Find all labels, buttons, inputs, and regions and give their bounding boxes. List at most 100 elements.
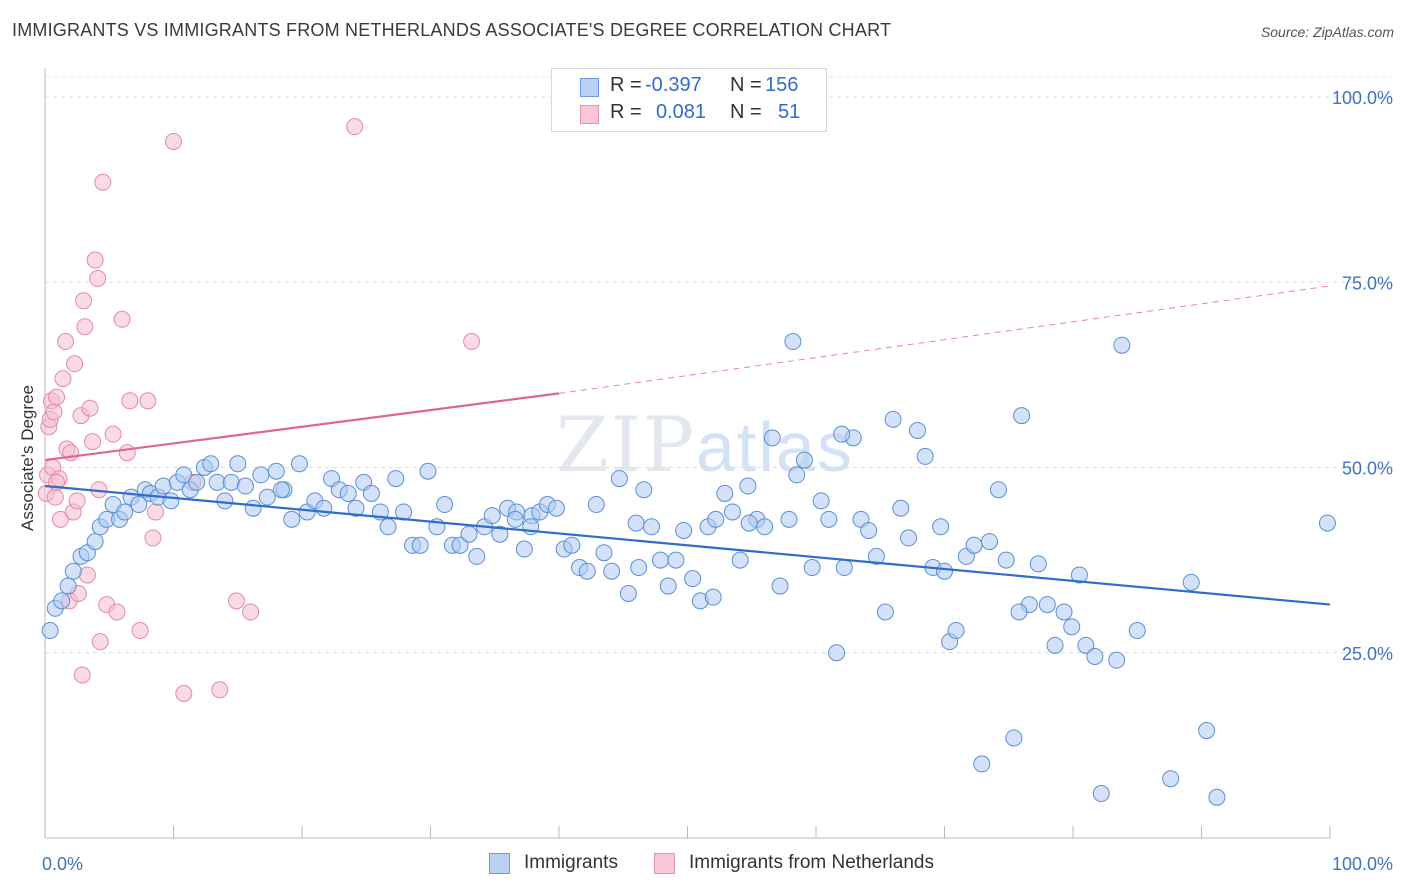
immigrants-point	[59, 577, 77, 595]
immigrants-point	[731, 551, 749, 569]
netherlands-point	[66, 355, 84, 373]
axes	[44, 68, 1331, 839]
immigrants-point	[130, 496, 148, 514]
netherlands-point	[175, 685, 193, 703]
legend-swatch-netherlands	[580, 105, 599, 124]
immigrants-point	[635, 481, 653, 499]
immigrants-point	[947, 622, 965, 640]
correlation-legend: R = -0.397 N = 156 R = 0.081 N = 51	[551, 68, 827, 132]
immigrants-point	[707, 510, 725, 528]
immigrants-point	[812, 492, 830, 510]
netherlands-point	[242, 603, 260, 621]
immigrants-point	[936, 562, 953, 580]
immigrants-point	[835, 559, 853, 577]
bottom-legend-label: Immigrants from Netherlands	[689, 852, 934, 873]
immigrants-point	[684, 570, 702, 588]
immigrants-point	[756, 518, 774, 536]
immigrants-point	[1113, 336, 1131, 354]
immigrants-point	[258, 488, 276, 506]
legend-n-value: 156	[765, 74, 799, 96]
netherlands-point	[94, 173, 112, 191]
immigrants-point	[820, 510, 838, 528]
immigrants-point	[339, 484, 357, 502]
immigrants-point	[1038, 596, 1056, 614]
bottom-legend-label: Immigrants	[524, 852, 618, 873]
immigrants-point	[491, 525, 509, 543]
immigrants-point	[468, 547, 486, 565]
legend-r-value: 0.081	[656, 101, 707, 123]
netherlands-point	[78, 566, 96, 584]
y-tick-label: 100.0%	[1332, 88, 1393, 108]
immigrants-point	[587, 496, 605, 514]
immigrants-point	[652, 551, 670, 569]
netherlands-point	[45, 403, 63, 421]
netherlands-trend-extension	[558, 285, 1331, 394]
immigrants-point	[578, 562, 596, 580]
immigrants-point	[803, 559, 821, 577]
netherlands-point	[54, 370, 72, 388]
immigrants-point	[267, 462, 285, 480]
immigrants-point	[1128, 622, 1146, 640]
netherlands-point	[227, 592, 245, 610]
immigrants-trend-line	[44, 484, 1331, 606]
legend-r-label: R =	[610, 101, 642, 123]
immigrants-point	[795, 451, 813, 469]
immigrants-point	[411, 536, 429, 554]
immigrants-point	[1013, 407, 1031, 425]
immigrants-point	[188, 473, 206, 491]
legend-r-label: R =	[610, 74, 642, 96]
immigrants-point	[1063, 618, 1081, 636]
y-tick-label: 75.0%	[1342, 273, 1393, 293]
immigrants-point	[419, 462, 437, 480]
bottom-swatch-immigrants	[489, 853, 510, 874]
y-tick-label: 50.0%	[1342, 459, 1393, 479]
immigrants-point	[175, 466, 193, 484]
immigrants-point	[610, 470, 628, 488]
immigrants-point	[900, 529, 918, 547]
immigrants-point	[989, 481, 1007, 499]
legend-n-label: N =	[730, 74, 762, 96]
immigrants-point	[1077, 636, 1095, 654]
immigrants-point	[780, 510, 798, 528]
immigrants-points	[41, 333, 1336, 806]
immigrants-point	[909, 421, 927, 439]
y-axis-label: Associate's Degree	[18, 385, 37, 531]
immigrants-point	[884, 410, 902, 428]
immigrants-point	[916, 447, 934, 465]
immigrants-point	[162, 492, 180, 510]
netherlands-point	[75, 292, 93, 310]
netherlands-point	[48, 388, 66, 406]
immigrants-point	[347, 499, 365, 517]
immigrants-point	[547, 499, 565, 517]
netherlands-point	[81, 399, 99, 417]
immigrants-point	[483, 507, 501, 525]
immigrants-point	[1029, 555, 1047, 573]
immigrants-point	[667, 551, 685, 569]
immigrants-point	[704, 588, 722, 606]
immigrants-point	[1182, 573, 1200, 591]
trend-lines	[44, 285, 1331, 606]
immigrants-point	[86, 533, 104, 551]
netherlands-trend-line	[44, 392, 560, 462]
immigrants-point	[1005, 729, 1023, 747]
immigrants-point	[630, 559, 648, 577]
netherlands-point	[76, 318, 94, 336]
netherlands-point	[118, 444, 136, 462]
immigrants-point	[723, 503, 741, 521]
immigrants-point	[1086, 647, 1104, 665]
immigrants-point	[216, 492, 234, 510]
immigrants-point	[675, 521, 693, 539]
immigrants-point	[436, 496, 454, 514]
y-tick-label: 25.0%	[1342, 644, 1393, 664]
immigrants-point	[973, 755, 991, 773]
netherlands-point	[211, 681, 229, 699]
immigrants-point	[290, 455, 308, 473]
immigrants-point	[202, 455, 220, 473]
axis-labels: 25.0% 50.0% 75.0% 100.0% 0.0% 100.0% Associate…	[18, 88, 1393, 874]
immigrants-point	[739, 477, 757, 495]
immigrants-point	[387, 470, 405, 488]
immigrants-point	[716, 484, 734, 502]
netherlands-point	[144, 529, 162, 547]
immigrants-point	[788, 466, 806, 484]
